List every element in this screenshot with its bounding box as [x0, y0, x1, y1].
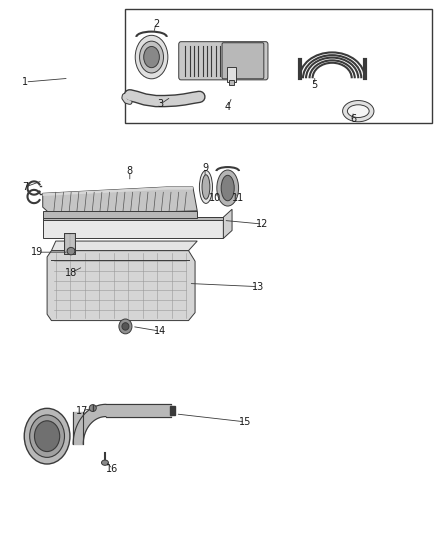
Polygon shape: [73, 413, 83, 444]
Bar: [227, 67, 237, 82]
Polygon shape: [43, 187, 197, 215]
Text: 13: 13: [252, 281, 264, 292]
Polygon shape: [47, 251, 195, 320]
Text: 7: 7: [22, 182, 28, 192]
Polygon shape: [170, 406, 175, 415]
Text: 3: 3: [157, 99, 163, 109]
Text: 19: 19: [32, 247, 44, 257]
Text: 14: 14: [154, 326, 166, 336]
Text: 15: 15: [239, 417, 251, 427]
Ellipse shape: [135, 35, 168, 79]
Polygon shape: [106, 405, 171, 417]
Text: 4: 4: [225, 102, 231, 112]
Ellipse shape: [119, 319, 132, 334]
Ellipse shape: [24, 408, 70, 464]
Ellipse shape: [67, 247, 75, 255]
Ellipse shape: [144, 46, 159, 68]
Text: 5: 5: [311, 79, 318, 90]
Text: 18: 18: [65, 268, 77, 278]
Text: 2: 2: [153, 19, 159, 29]
Text: 10: 10: [208, 192, 221, 203]
Ellipse shape: [140, 41, 163, 73]
Ellipse shape: [217, 170, 239, 206]
Bar: [43, 217, 223, 220]
Ellipse shape: [347, 105, 369, 117]
Polygon shape: [51, 241, 197, 251]
Ellipse shape: [202, 175, 210, 199]
Ellipse shape: [221, 175, 234, 201]
Bar: [125, 10, 432, 123]
Polygon shape: [73, 405, 106, 444]
Ellipse shape: [122, 322, 129, 330]
Text: 16: 16: [106, 464, 119, 474]
Text: 9: 9: [202, 164, 208, 173]
Ellipse shape: [30, 415, 64, 457]
Bar: [230, 80, 234, 85]
Text: 12: 12: [256, 219, 268, 229]
Text: 11: 11: [232, 192, 244, 203]
Text: 8: 8: [127, 166, 133, 176]
Bar: [43, 212, 197, 217]
FancyBboxPatch shape: [222, 43, 264, 79]
Text: 6: 6: [350, 114, 356, 124]
Ellipse shape: [89, 405, 96, 411]
FancyBboxPatch shape: [179, 42, 268, 80]
Bar: [43, 217, 223, 238]
Ellipse shape: [199, 171, 212, 204]
Polygon shape: [223, 209, 232, 238]
Text: 1: 1: [22, 77, 28, 87]
Ellipse shape: [343, 101, 374, 122]
Ellipse shape: [102, 460, 109, 465]
Polygon shape: [43, 187, 193, 196]
Ellipse shape: [35, 421, 60, 451]
Text: 17: 17: [76, 406, 88, 416]
